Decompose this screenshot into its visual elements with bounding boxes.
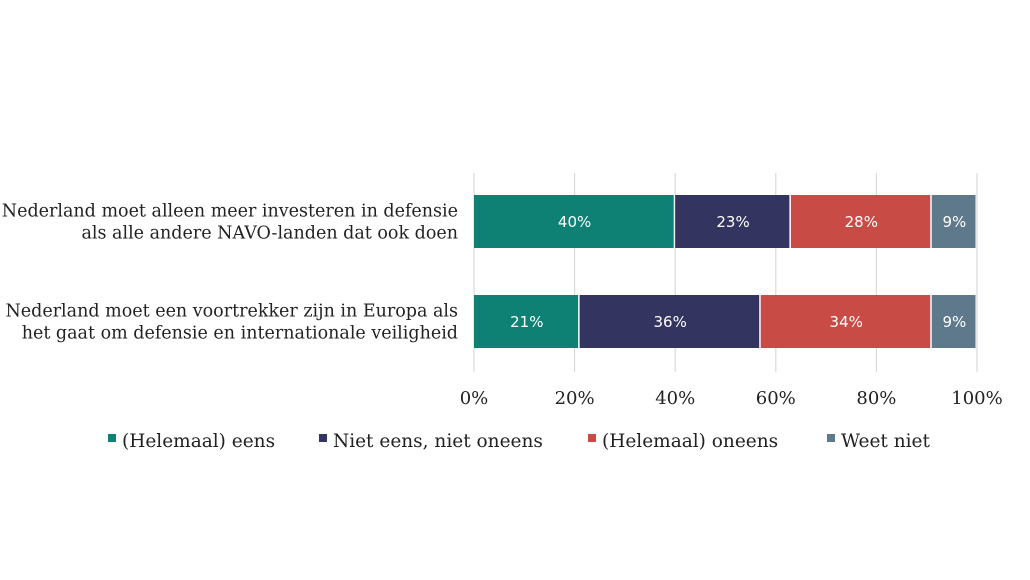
category-label: Nederland moet alleen meer investeren in… [2,202,458,222]
data-label: 23% [716,213,749,231]
bar-segment [790,195,931,248]
data-label: 36% [653,313,686,331]
legend-label: (Helemaal) oneens [602,431,778,452]
legend-swatch [108,434,116,442]
bar-segment [474,195,674,248]
data-label: 9% [942,213,966,231]
category-label: het gaat om defensie en internationale v… [22,324,458,344]
bar-segment [675,195,790,248]
legend-swatch [319,434,327,442]
data-label: 34% [830,313,863,331]
bar-segment [931,195,976,248]
bar-segment [760,295,931,348]
category-label: Nederland moet een voortrekker zijn in E… [5,302,458,322]
bar-segment [579,295,760,348]
category-label: als alle andere NAVO-landen dat ook doen [81,224,458,244]
x-tick-label: 100% [951,388,1002,409]
x-tick-label: 80% [856,388,896,409]
legend-label: Weet niet [841,431,930,452]
data-label: 28% [845,213,878,231]
data-label: 40% [558,213,591,231]
bar-segment [474,295,579,348]
legend-label: Niet eens, niet oneens [333,431,543,452]
x-tick-label: 0% [460,388,489,409]
legend-swatch [588,434,596,442]
bar-segment [931,295,976,348]
data-label: 9% [942,313,966,331]
legend-swatch [827,434,835,442]
data-label: 21% [510,313,543,331]
x-tick-label: 20% [555,388,595,409]
x-tick-label: 40% [655,388,695,409]
x-tick-label: 60% [756,388,796,409]
legend-label: (Helemaal) eens [122,431,275,452]
